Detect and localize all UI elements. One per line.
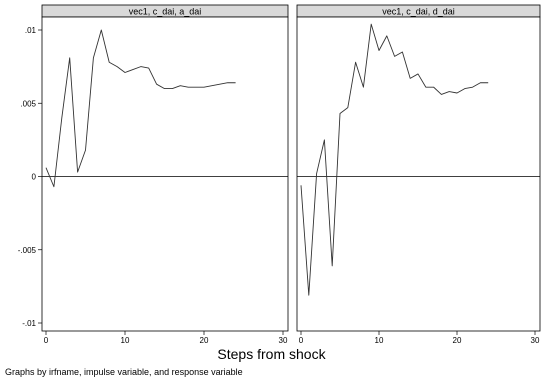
x-axis-title: Steps from shock — [217, 346, 326, 362]
panel-frame-2 — [296, 16, 541, 332]
y-tick-label-1: .005 — [20, 99, 36, 108]
graph-note: Graphs by irfname, impulse variable, and… — [5, 367, 243, 377]
x-tick-label-1-3: 30 — [279, 336, 288, 345]
irf-line-2 — [300, 23, 489, 296]
y-tick-label-0: .01 — [25, 26, 37, 35]
x-tick-label-1-0: 0 — [44, 336, 49, 345]
x-tick-label-2-1: 10 — [375, 336, 384, 345]
x-tick-label-2-3: 30 — [531, 336, 540, 345]
irf-line-1 — [45, 29, 236, 188]
y-tick-label-4: -.01 — [22, 319, 36, 328]
x-tick-label-2-2: 20 — [453, 336, 462, 345]
panel-frame-1 — [41, 16, 289, 332]
panel-title-1: vec1, c_dai, a_dai — [129, 6, 202, 16]
y-tick-label-2: 0 — [32, 173, 37, 182]
x-tick-label-2-0: 0 — [299, 336, 304, 345]
panel-title-2: vec1, c_dai, d_dai — [382, 6, 455, 16]
y-tick-label-3: -.005 — [18, 246, 37, 255]
x-tick-label-1-1: 10 — [121, 336, 130, 345]
x-tick-label-1-2: 20 — [200, 336, 209, 345]
